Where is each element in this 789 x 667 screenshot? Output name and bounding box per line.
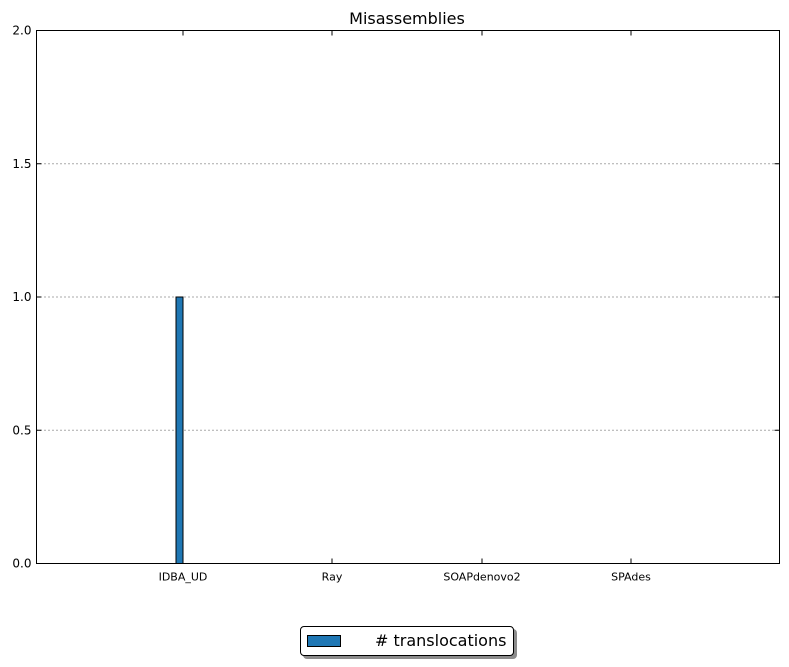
axis-ticks: 0.0 0.5 1.0 1.5 2.0 IDBA_UD Ray SOAPdenovo2 SPAd… <box>12 24 780 584</box>
chart-title: Misassemblies <box>349 9 465 28</box>
y-tick-label: 0.5 <box>12 423 31 437</box>
legend: # translocations <box>300 626 514 656</box>
bars <box>175 296 184 564</box>
legend-label: # translocations <box>375 631 507 650</box>
y-tick-label: 1.5 <box>12 157 31 171</box>
x-tick-label: SOAPdenovo2 <box>443 571 520 584</box>
plot-frame <box>36 30 780 564</box>
legend-swatch <box>307 635 341 647</box>
x-tick-label: Ray <box>322 571 343 584</box>
x-tick-label: SPAdes <box>611 571 651 584</box>
bar <box>175 296 184 564</box>
y-tick-label: 2.0 <box>12 24 31 38</box>
y-tick-label: 0.0 <box>12 557 31 571</box>
y-tick-label: 1.0 <box>12 290 31 304</box>
x-tick-label: IDBA_UD <box>159 571 208 584</box>
grid-lines <box>36 163 780 431</box>
